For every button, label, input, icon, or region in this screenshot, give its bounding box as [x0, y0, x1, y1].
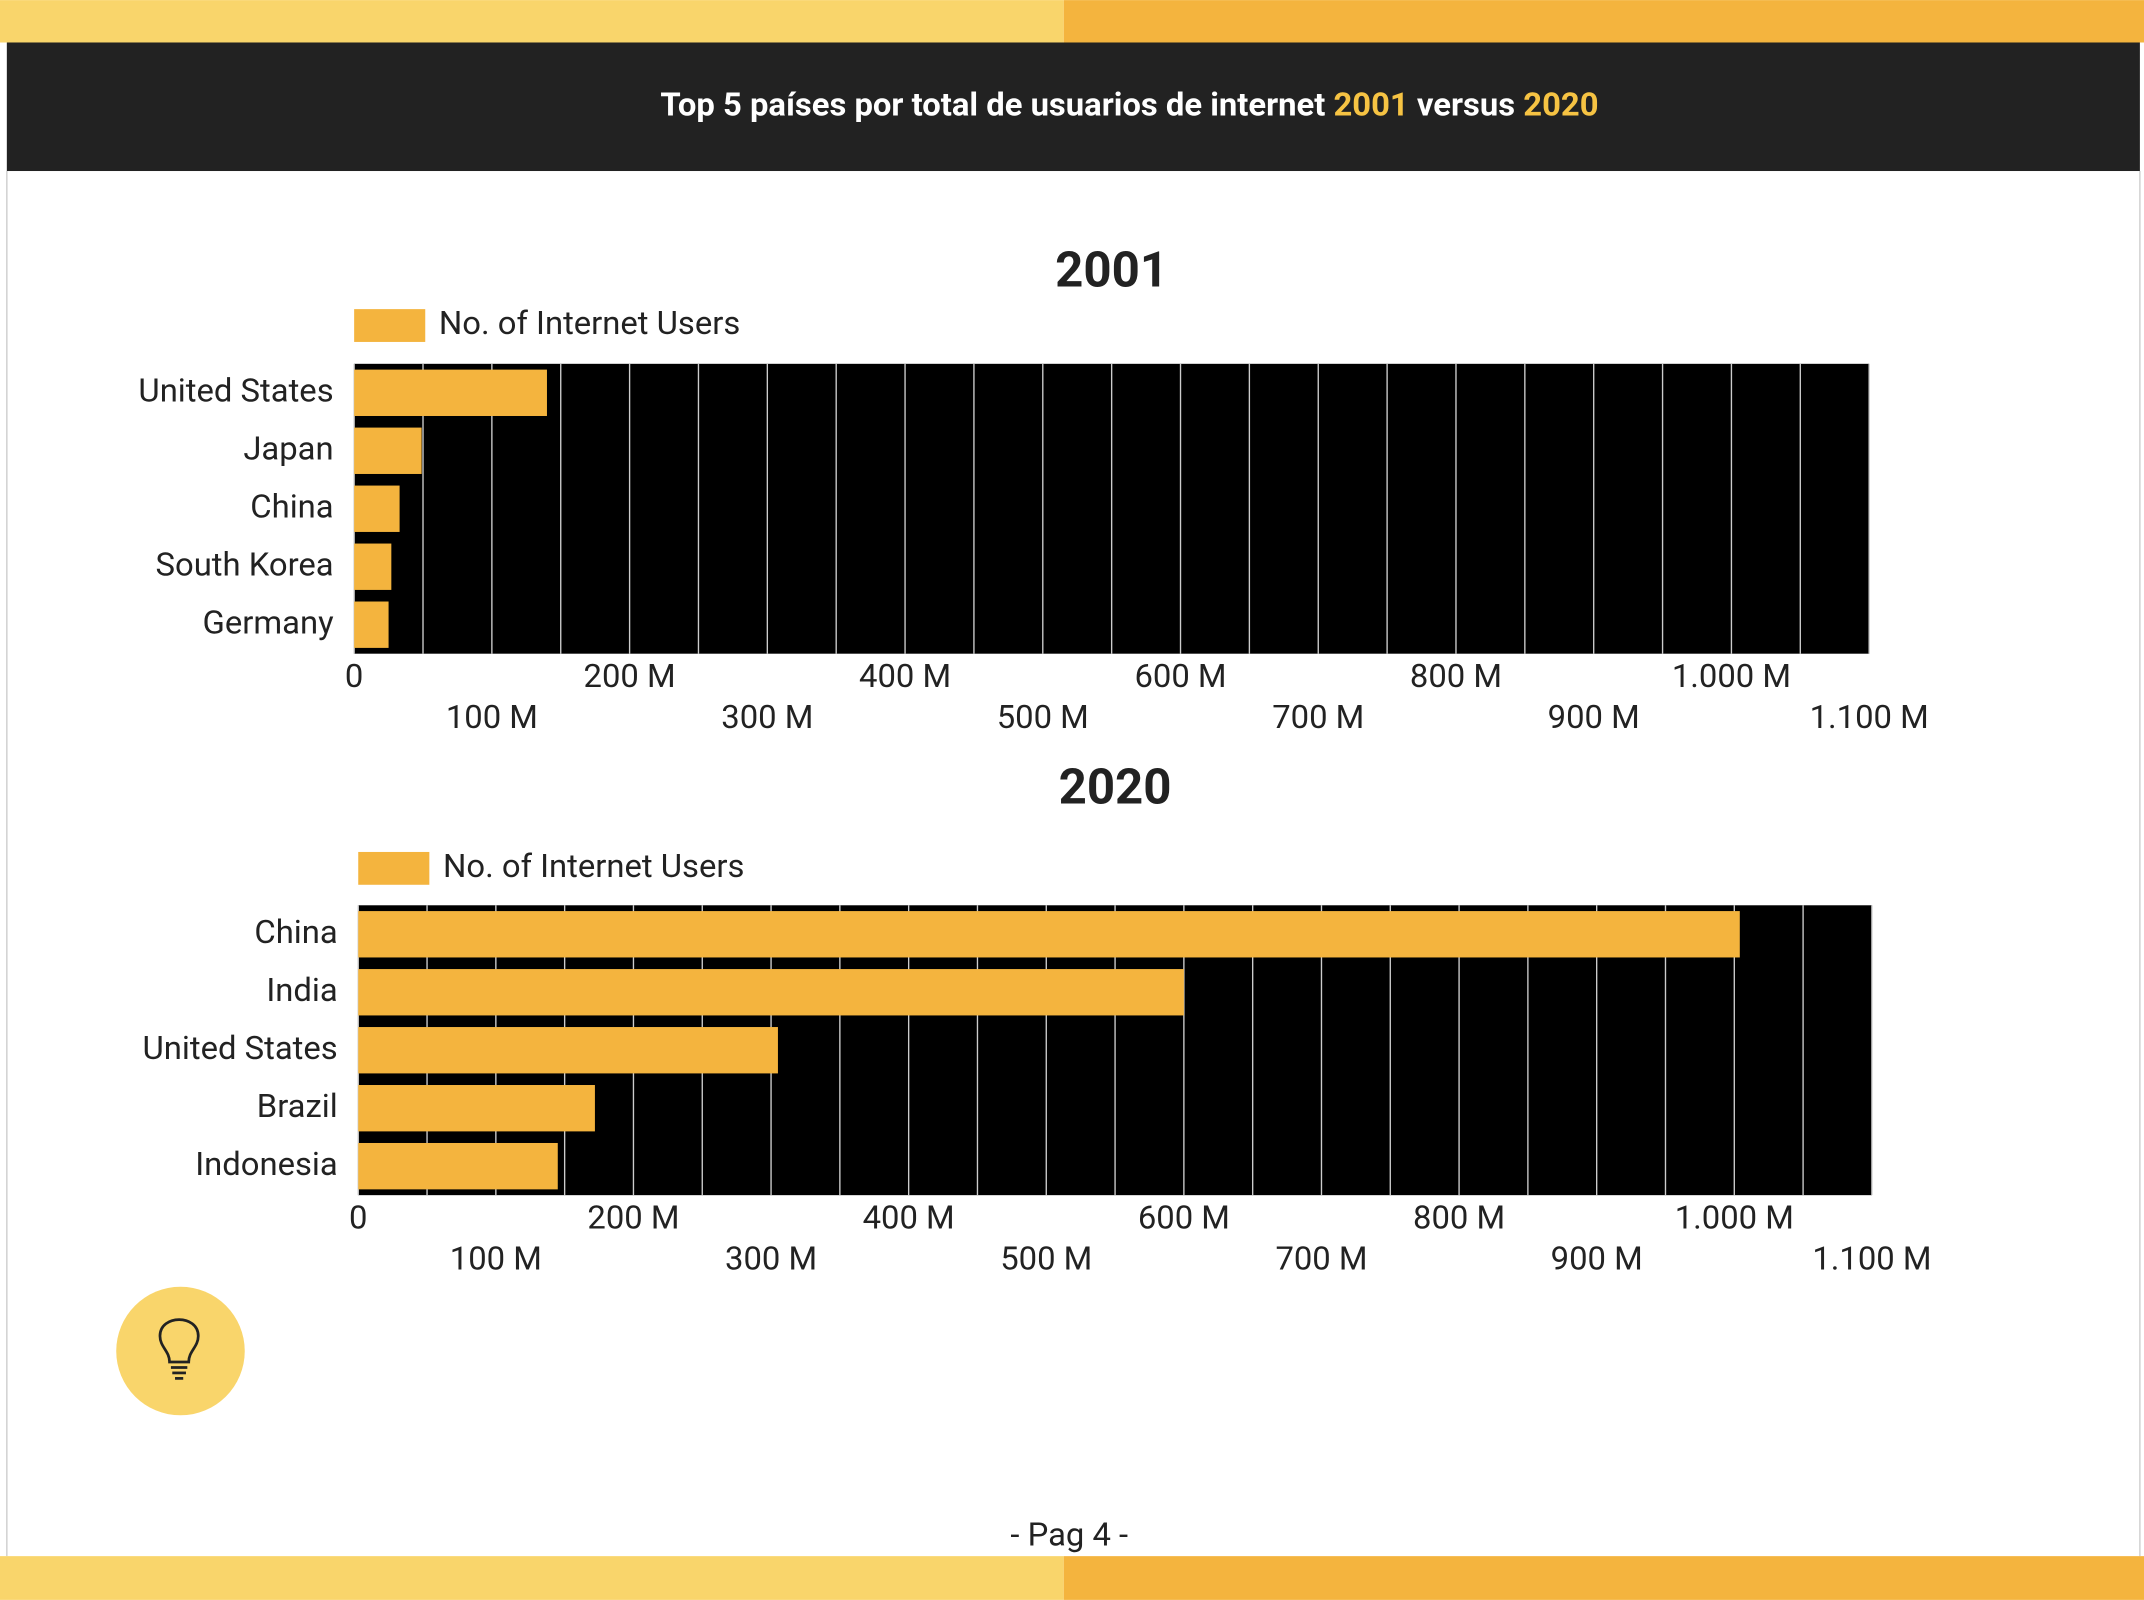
bar: [354, 601, 389, 648]
legend-label: No. of Internet Users: [443, 848, 744, 886]
top-band-left: [0, 0, 1064, 43]
header-title: Top 5 países por total de usuarios de in…: [660, 86, 1598, 124]
y-tick-label: Germany: [203, 604, 335, 642]
bar: [358, 969, 1184, 1016]
chart-title: 2020: [1059, 758, 1172, 816]
x-tick-label: 500 M: [1000, 1240, 1092, 1278]
bar: [354, 485, 400, 532]
title-part: Top 5 países por total de usuarios de in…: [660, 86, 1333, 124]
x-tick-label: 700 M: [1272, 699, 1364, 737]
bottom-band-right: [1063, 1556, 2144, 1600]
x-tick-label: 200 M: [584, 658, 676, 696]
x-tick-label: 400 M: [863, 1199, 955, 1237]
x-tick-label: 400 M: [859, 658, 951, 696]
y-tick-label: India: [266, 972, 337, 1010]
y-tick-label: Japan: [243, 430, 333, 468]
bar: [358, 1027, 778, 1074]
y-tick-label: Brazil: [257, 1088, 338, 1126]
legend-swatch: [354, 309, 426, 342]
bar: [358, 1142, 558, 1190]
x-tick-label: 800 M: [1413, 1199, 1505, 1237]
x-tick-label: 600 M: [1134, 658, 1226, 696]
x-tick-label: 600 M: [1138, 1199, 1230, 1237]
x-tick-label: 1.000 M: [1675, 1199, 1794, 1237]
page-number: - Pag 4 -: [1010, 1517, 1128, 1555]
x-tick-label: 1.100 M: [1812, 1240, 1931, 1278]
bottom-band-left: [0, 1556, 1064, 1600]
lightbulb-icon: [158, 1318, 200, 1380]
x-tick-label: 100 M: [446, 699, 538, 737]
x-tick-label: 0: [349, 1199, 367, 1237]
header-bar: [6, 42, 2140, 172]
x-tick-label: 1.100 M: [1810, 699, 1929, 737]
y-tick-label: China: [250, 488, 333, 526]
x-tick-label: 200 M: [587, 1199, 679, 1237]
y-tick-label: Indonesia: [195, 1146, 337, 1184]
charts: 2001 No. of Internet Users 0 100 M 200 M 300 …: [138, 242, 1931, 1279]
x-tick-label: 100 M: [450, 1240, 542, 1278]
y-tick-label: China: [254, 914, 337, 952]
tip-button[interactable]: [116, 1286, 245, 1416]
title-part: 2020: [1523, 86, 1598, 124]
bar: [354, 427, 422, 474]
bar: [354, 369, 547, 416]
title-part: versus: [1409, 86, 1524, 124]
x-tick-label: 800 M: [1410, 658, 1502, 696]
bar: [358, 1085, 595, 1132]
top-band-right: [1063, 0, 2144, 43]
x-tick-label: 900 M: [1551, 1240, 1643, 1278]
chart-title: 2001: [1055, 242, 1168, 300]
x-tick-label: 300 M: [721, 699, 813, 737]
y-tick-label: United States: [138, 372, 333, 410]
bar: [358, 911, 1740, 958]
x-tick-label: 500 M: [997, 699, 1089, 737]
x-tick-label: 700 M: [1275, 1240, 1367, 1278]
x-tick-label: 0: [345, 658, 363, 696]
legend-label: No. of Internet Users: [439, 305, 740, 343]
x-tick-label: 900 M: [1548, 699, 1640, 737]
title-part: 2001: [1333, 86, 1408, 124]
y-tick-label: South Korea: [156, 546, 334, 584]
legend-swatch: [358, 851, 430, 885]
x-tick-label: 300 M: [725, 1240, 817, 1278]
x-tick-label: 1.000 M: [1672, 658, 1791, 696]
bar: [354, 543, 392, 590]
y-tick-label: United States: [143, 1030, 338, 1068]
